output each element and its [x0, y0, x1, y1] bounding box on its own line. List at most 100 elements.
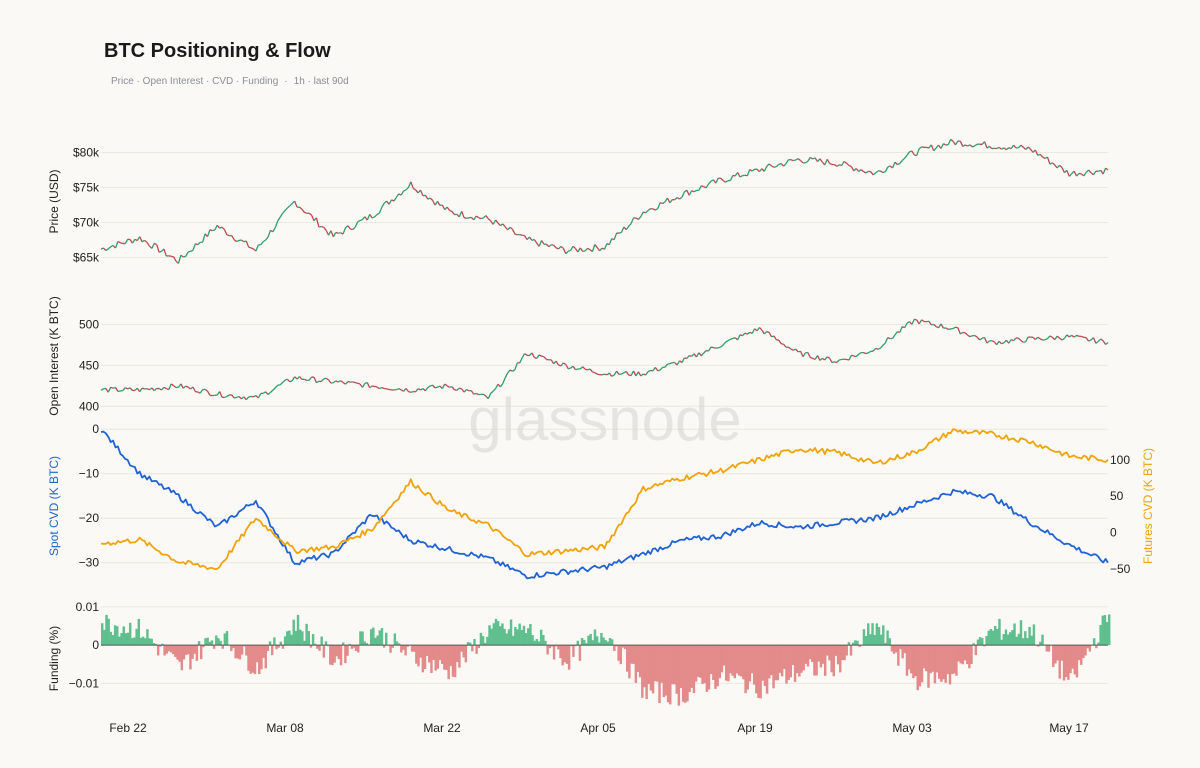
- price-segment: [301, 208, 305, 213]
- funding-bar: [137, 618, 141, 646]
- price-segment: [545, 243, 550, 248]
- price-segment: [490, 390, 494, 394]
- price-segment: [470, 390, 475, 395]
- price-segment: [129, 387, 133, 391]
- funding-bar: [1019, 620, 1023, 646]
- price-segment: [1105, 342, 1109, 346]
- price-segment: [783, 163, 787, 167]
- funding-bar: [910, 645, 913, 674]
- funding-bar: [275, 645, 278, 650]
- funding-bar: [918, 645, 922, 687]
- funding-bar: [122, 626, 125, 646]
- price-segment: [352, 381, 356, 384]
- price-segment: [914, 318, 917, 321]
- funding-bar: [309, 645, 313, 648]
- funding-bar: [953, 645, 956, 674]
- funding-bar: [1041, 634, 1044, 646]
- price-segment: [240, 396, 245, 400]
- price-segment: [872, 347, 877, 352]
- price-segment: [667, 363, 671, 365]
- price-segment: [918, 146, 922, 150]
- funding-bar: [124, 633, 128, 646]
- price-segment: [1068, 334, 1073, 338]
- y-axis-title: Price (USD): [47, 169, 61, 233]
- funding-bar: [634, 645, 638, 683]
- funding-bar: [301, 631, 304, 646]
- series-futures-cvd: [100, 428, 1109, 571]
- price-segment: [793, 159, 796, 162]
- funding-bar: [410, 645, 414, 652]
- funding-bar: [983, 645, 986, 647]
- funding-bar: [916, 645, 919, 691]
- funding-bar: [1002, 634, 1006, 646]
- price-segment: [333, 380, 337, 384]
- price-segment: [265, 236, 269, 241]
- funding-bar: [503, 628, 506, 646]
- price-segment: [1030, 148, 1034, 153]
- price-segment: [906, 321, 910, 324]
- funding-bar: [486, 636, 489, 646]
- price-segment: [686, 189, 690, 196]
- price-segment: [110, 386, 114, 389]
- funding-bar: [959, 645, 962, 664]
- price-segment: [393, 197, 397, 202]
- funding-bar: [187, 645, 190, 655]
- funding-bar: [811, 645, 814, 663]
- funding-bar: [813, 645, 816, 676]
- price-segment: [512, 369, 516, 372]
- funding-bar: [217, 638, 220, 646]
- funding-bar: [664, 645, 668, 696]
- funding-bar: [817, 645, 820, 662]
- price-segment: [233, 239, 237, 243]
- funding-bar: [133, 637, 136, 646]
- funding-bar: [961, 645, 965, 665]
- price-segment: [466, 389, 470, 392]
- funding-bar: [729, 645, 732, 674]
- price-segment: [560, 362, 564, 367]
- price-segment: [577, 247, 581, 253]
- price-segment: [933, 147, 937, 152]
- price-segment: [173, 385, 177, 389]
- y-tick-label: $65k: [73, 251, 100, 265]
- price-segment: [304, 378, 308, 381]
- funding-bar: [468, 642, 472, 646]
- funding-bar: [539, 629, 543, 646]
- price-segment: [521, 353, 526, 359]
- price-segment: [243, 240, 247, 243]
- funding-bar: [888, 638, 891, 646]
- price-segment: [916, 148, 920, 156]
- funding-bar: [479, 632, 483, 646]
- funding-bar: [146, 629, 149, 646]
- price-segment: [141, 387, 145, 390]
- price-segment: [741, 332, 746, 337]
- funding-bar: [653, 645, 657, 682]
- price-segment: [388, 199, 393, 205]
- funding-bar: [288, 630, 291, 646]
- price-segment: [930, 144, 935, 152]
- funding-bar: [929, 645, 932, 674]
- price-segment: [1085, 337, 1090, 342]
- funding-bar: [324, 641, 328, 646]
- funding-bar: [1108, 614, 1111, 646]
- funding-bar: [380, 628, 384, 646]
- price-segment: [906, 151, 911, 156]
- price-segment: [991, 340, 995, 343]
- price-segment: [158, 250, 162, 253]
- price-segment: [809, 156, 814, 160]
- funding-bar: [849, 645, 853, 656]
- price-segment: [364, 381, 368, 385]
- price-segment: [875, 347, 879, 350]
- price-segment: [444, 383, 448, 387]
- price-segment: [219, 391, 223, 398]
- price-segment: [654, 367, 659, 372]
- price-segment: [483, 393, 487, 397]
- funding-bar: [821, 645, 825, 664]
- price-segment: [826, 356, 830, 359]
- price-segment: [1010, 144, 1015, 149]
- funding-bar: [703, 645, 706, 684]
- price-segment: [739, 334, 743, 337]
- funding-bar: [675, 645, 678, 694]
- price-segment: [793, 348, 797, 351]
- price-segment: [775, 163, 780, 168]
- price-segment: [1046, 335, 1051, 340]
